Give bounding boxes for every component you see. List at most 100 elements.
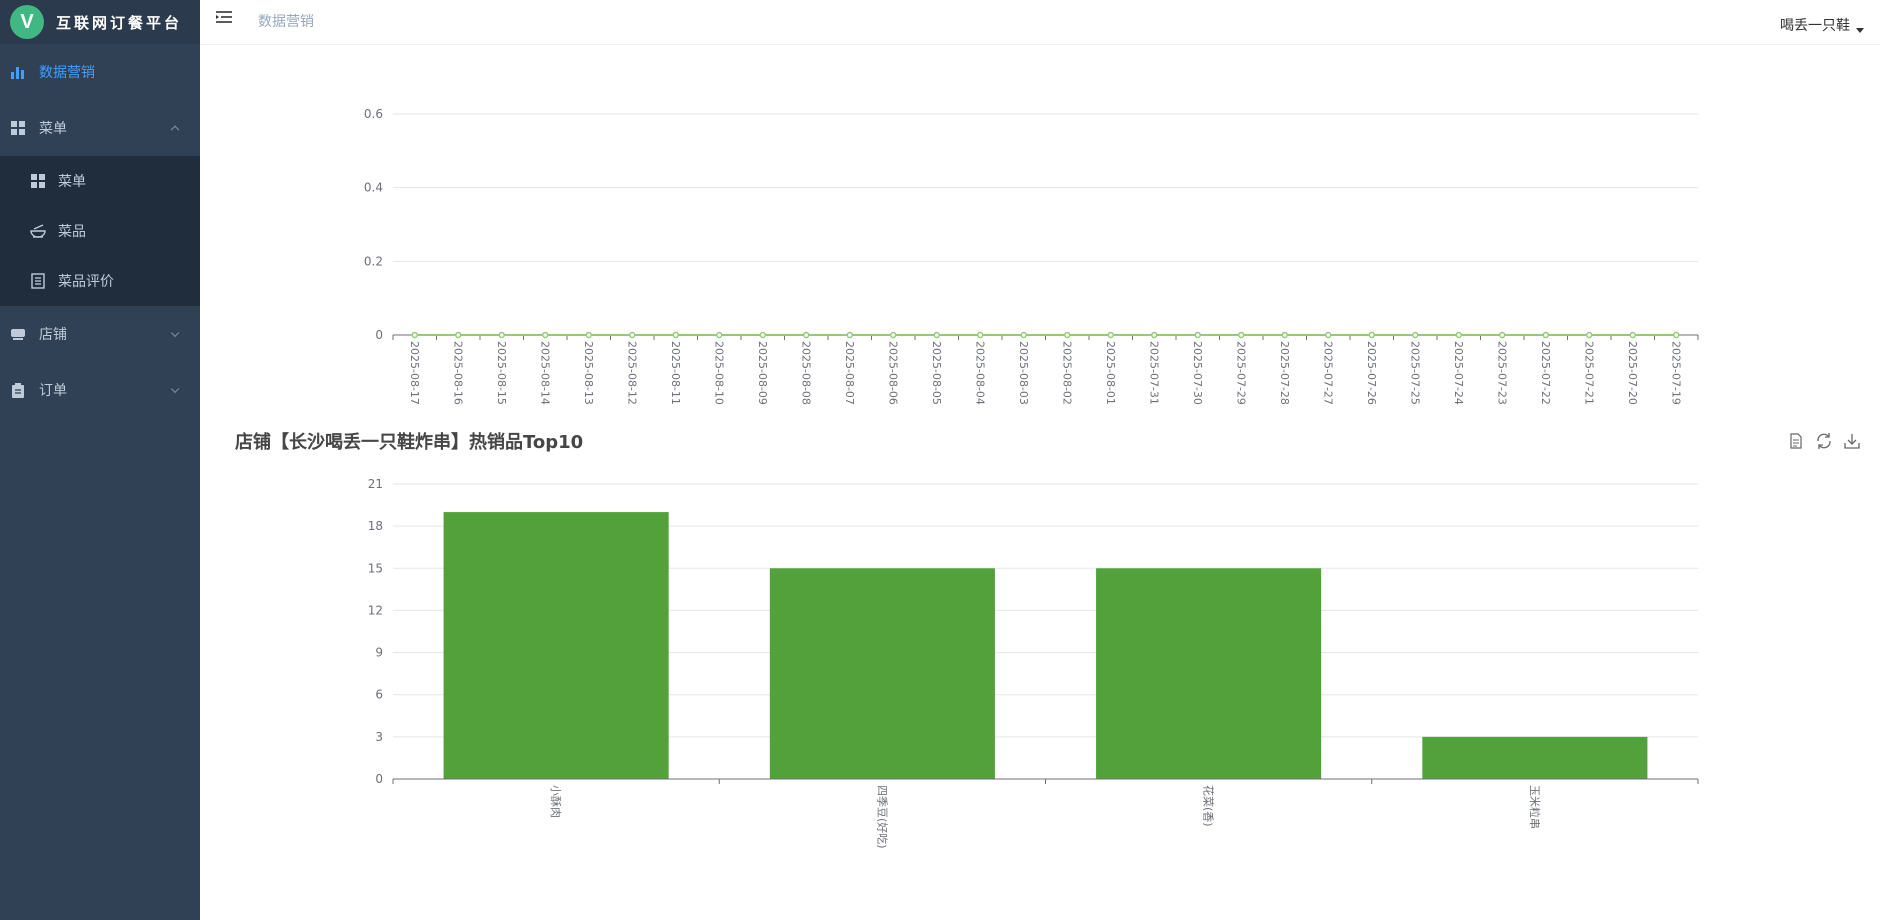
x-tick-label: 2025-08-11 (669, 341, 682, 405)
logo-icon: V (10, 5, 44, 39)
x-tick-label: 2025-08-06 (886, 341, 899, 405)
sidebar-subitem-menu[interactable]: 菜单 (0, 156, 200, 206)
x-tick-label: 2025-07-21 (1582, 341, 1595, 405)
x-tick-label: 2025-08-15 (495, 341, 508, 405)
sidebar-subitem-dishes[interactable]: 菜品 (0, 206, 200, 256)
sidebar-subitem-label: 菜品评价 (58, 274, 114, 290)
data-point (890, 331, 897, 339)
sidebar-item-label: 菜单 (39, 121, 67, 137)
x-tick-label: 2025-07-29 (1234, 341, 1247, 405)
data-view-icon[interactable] (1787, 432, 1805, 450)
sidebar-subitem-dish-reviews[interactable]: 菜品评价 (0, 256, 200, 306)
x-tick-label: 四季豆(好吃) (875, 785, 889, 849)
data-point (1542, 331, 1549, 339)
x-tick-label: 2025-07-23 (1495, 341, 1508, 405)
x-tick-label: 2025-08-08 (799, 341, 812, 405)
data-point (498, 331, 505, 339)
logo[interactable]: V 互联网订餐平台 (0, 0, 200, 44)
data-point (759, 331, 766, 339)
x-tick-label: 2025-07-26 (1365, 341, 1378, 405)
bowl-icon (30, 223, 46, 239)
x-tick-label: 2025-08-10 (712, 341, 725, 405)
clipboard-icon (10, 382, 26, 398)
x-tick-label: 2025-08-14 (538, 341, 551, 405)
x-tick-label: 2025-07-22 (1539, 341, 1552, 405)
data-point (542, 331, 549, 339)
data-point (1325, 331, 1332, 339)
x-tick-label: 2025-08-03 (1017, 341, 1030, 405)
data-point (1107, 331, 1114, 339)
restore-icon[interactable] (1815, 432, 1833, 450)
x-tick-label: 2025-07-24 (1452, 341, 1465, 405)
bar (1422, 736, 1648, 779)
sidebar-item-orders[interactable]: 订单 (0, 362, 200, 418)
app-title: 互联网订餐平台 (56, 13, 183, 32)
data-point (716, 331, 723, 339)
y-tick-label: 3 (375, 730, 383, 744)
hamburger-icon[interactable] (216, 10, 234, 26)
data-point (1368, 331, 1375, 339)
bar-chart-icon (10, 64, 26, 80)
user-name: 喝丢一只鞋 (1780, 18, 1850, 34)
data-point (1194, 331, 1201, 339)
data-point (1586, 331, 1593, 339)
x-tick-label: 2025-08-01 (1104, 341, 1117, 405)
breadcrumb[interactable]: 数据营销 (258, 14, 314, 30)
x-tick-label: 2025-08-04 (973, 341, 986, 405)
sidebar-item-label: 店铺 (39, 327, 67, 343)
data-point (1455, 331, 1462, 339)
y-tick-label: 6 (375, 688, 383, 702)
top10-bar-chart: 0 3 6 9 12 15 18 21 小酥肉 四季豆(好吃) 花菜(香) 玉米粒串 (368, 477, 1699, 849)
chevron-up-icon (170, 125, 180, 135)
save-image-icon[interactable] (1843, 432, 1861, 450)
y-tick-label: 18 (368, 519, 383, 533)
main-content: 0 0.2 0.4 0.6 2025-08-17 2025-08-16 2025-08-15… (200, 45, 1880, 920)
daily-line-chart: 0 0.2 0.4 0.6 2025-08-17 2025-08-16 2025-08-15… (364, 107, 1699, 405)
x-tick-label: 2025-08-07 (843, 341, 856, 405)
chart-title: 店铺【长沙喝丢一只鞋炸串】热销品Top10 (235, 432, 584, 453)
data-point (1412, 331, 1419, 339)
user-dropdown[interactable]: 喝丢一只鞋 (1780, 15, 1864, 35)
y-tick-label: 9 (375, 646, 383, 660)
bar (443, 512, 669, 779)
sidebar-subitem-label: 菜单 (58, 174, 86, 190)
data-point (846, 331, 853, 339)
x-tick-label: 2025-07-30 (1191, 341, 1204, 405)
data-point (585, 331, 592, 339)
sidebar-item-label: 数据营销 (39, 65, 95, 81)
data-point (1673, 331, 1680, 339)
x-tick-label: 2025-07-27 (1321, 341, 1334, 405)
x-tick-label: 2025-08-12 (625, 341, 638, 405)
data-point (455, 331, 462, 339)
x-tick-label: 2025-08-09 (756, 341, 769, 405)
data-point (933, 331, 940, 339)
x-tick-label: 花菜(香) (1202, 785, 1215, 827)
data-point (803, 331, 810, 339)
sidebar-subitem-label: 菜品 (58, 224, 86, 240)
data-point (1238, 331, 1245, 339)
chevron-down-icon (170, 384, 180, 394)
navbar: 数据营销 喝丢一只鞋 (200, 0, 1880, 45)
bar (769, 568, 995, 779)
sidebar-item-store[interactable]: 店铺 (0, 306, 200, 362)
sidebar-item-data-marketing[interactable]: 数据营销 (0, 44, 200, 100)
x-tick-label: 2025-07-31 (1147, 341, 1160, 405)
bar (1096, 568, 1322, 779)
data-point (1629, 331, 1636, 339)
data-point (1499, 331, 1506, 339)
x-tick-label: 2025-08-17 (408, 341, 421, 405)
data-point (1020, 331, 1027, 339)
data-point (1281, 331, 1288, 339)
x-tick-label: 玉米粒串 (1528, 785, 1542, 829)
y-tick-label: 0.4 (364, 181, 383, 195)
sidebar-item-menu[interactable]: 菜单 (0, 100, 200, 156)
x-tick-label: 2025-07-28 (1278, 341, 1291, 405)
y-tick-label: 0 (375, 328, 383, 342)
data-point (1064, 331, 1071, 339)
chevron-down-icon (170, 328, 180, 338)
submenu-menu: 菜单 菜品 菜品评价 (0, 156, 200, 306)
document-list-icon (30, 273, 46, 289)
grid-icon (10, 120, 26, 136)
y-tick-label: 21 (368, 477, 383, 491)
sidebar-item-label: 订单 (39, 383, 67, 399)
